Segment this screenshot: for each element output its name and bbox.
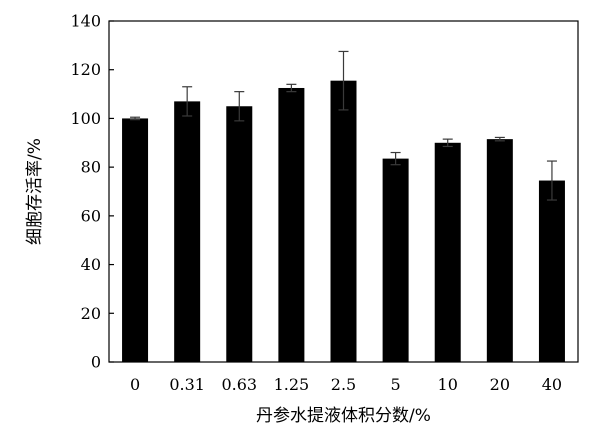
x-tick-label-10: 10 bbox=[438, 375, 458, 394]
y-tick-label-140: 140 bbox=[70, 12, 101, 31]
x-tick-label-0.63: 0.63 bbox=[221, 375, 257, 394]
error-bar-5 bbox=[390, 151, 401, 166]
error-bar-2.5 bbox=[338, 50, 349, 111]
bar-0.63 bbox=[226, 106, 253, 362]
ticks-group: 0 20 40 60 80 100 120 140 0 0.31 0.63 1.25 2.5 5 10 20 4… bbox=[70, 12, 562, 395]
y-axis-title: 细胞存活率/% bbox=[25, 138, 45, 245]
bar-0.31 bbox=[174, 101, 201, 362]
bar-5 bbox=[382, 158, 409, 362]
x-axis-title: 丹参水提液体积分数/% bbox=[256, 406, 431, 426]
x-tick-label-0: 0 bbox=[130, 375, 140, 394]
x-tick-label-0.31: 0.31 bbox=[169, 375, 205, 394]
y-tick-label-80: 80 bbox=[81, 158, 101, 177]
y-tick-label-40: 40 bbox=[81, 255, 101, 274]
bar-20 bbox=[486, 139, 513, 362]
bars-group bbox=[122, 80, 565, 363]
error-bar-10 bbox=[442, 138, 453, 148]
bar-10 bbox=[434, 142, 461, 362]
y-tick-label-120: 120 bbox=[70, 60, 101, 79]
y-tick-label-20: 20 bbox=[81, 304, 101, 323]
error-bar-0 bbox=[130, 116, 141, 121]
y-tick-label-0: 0 bbox=[91, 353, 101, 372]
bar-1.25 bbox=[278, 87, 305, 362]
bar-40 bbox=[538, 180, 565, 362]
x-tick-label-1.25: 1.25 bbox=[274, 375, 310, 394]
x-tick-label-5: 5 bbox=[391, 375, 401, 394]
x-tick-label-20: 20 bbox=[490, 375, 510, 394]
error-bars-group bbox=[130, 50, 557, 201]
error-bar-40 bbox=[546, 160, 557, 201]
x-tick-label-40: 40 bbox=[542, 375, 562, 394]
bar-0 bbox=[122, 118, 149, 362]
error-bar-20 bbox=[494, 136, 505, 142]
error-bar-0.31 bbox=[182, 86, 193, 117]
error-bar-0.63 bbox=[234, 91, 245, 122]
error-bar-1.25 bbox=[286, 83, 297, 93]
bar-2.5 bbox=[330, 80, 357, 363]
y-tick-label-60: 60 bbox=[81, 206, 101, 225]
y-tick-label-100: 100 bbox=[70, 109, 101, 128]
x-tick-label-2.5: 2.5 bbox=[331, 375, 356, 394]
